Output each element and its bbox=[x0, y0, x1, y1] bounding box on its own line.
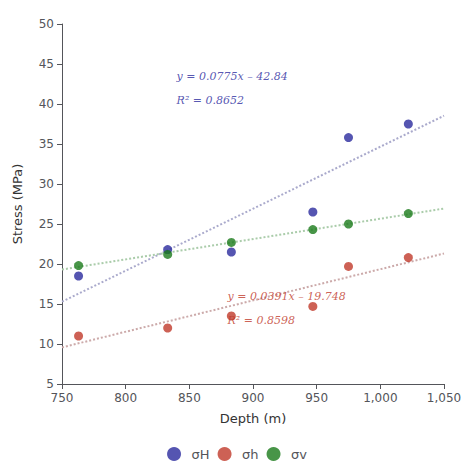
svg-text:800: 800 bbox=[114, 391, 137, 405]
svg-text:40: 40 bbox=[39, 97, 54, 111]
svg-text:950: 950 bbox=[305, 391, 328, 405]
svg-text:30: 30 bbox=[39, 177, 54, 191]
svg-text:1,050: 1,050 bbox=[427, 391, 461, 405]
svg-text:R² = 0.8598: R² = 0.8598 bbox=[227, 314, 295, 327]
svg-text:35: 35 bbox=[39, 137, 54, 151]
svg-text:Depth (m): Depth (m) bbox=[220, 411, 287, 426]
svg-text:750: 750 bbox=[51, 391, 74, 405]
svg-text:σh: σh bbox=[242, 447, 258, 462]
svg-text:y = 0.0391x – 19.748: y = 0.0391x – 19.748 bbox=[227, 290, 346, 303]
svg-text:1,000: 1,000 bbox=[363, 391, 397, 405]
svg-text:15: 15 bbox=[39, 297, 54, 311]
svg-text:Stress (MPa): Stress (MPa) bbox=[10, 164, 25, 245]
svg-text:25: 25 bbox=[39, 217, 54, 231]
svg-text:850: 850 bbox=[178, 391, 201, 405]
svg-text:900: 900 bbox=[242, 391, 265, 405]
svg-text:20: 20 bbox=[39, 257, 54, 271]
svg-text:50: 50 bbox=[39, 17, 54, 31]
svg-text:10: 10 bbox=[39, 337, 54, 351]
svg-text:5: 5 bbox=[46, 377, 54, 391]
svg-text:σH: σH bbox=[192, 447, 210, 462]
svg-text:45: 45 bbox=[39, 57, 54, 71]
svg-text:R² = 0.8652: R² = 0.8652 bbox=[176, 94, 244, 107]
svg-text:y = 0.0775x – 42.84: y = 0.0775x – 42.84 bbox=[176, 70, 288, 83]
svg-text:σv: σv bbox=[291, 447, 307, 462]
